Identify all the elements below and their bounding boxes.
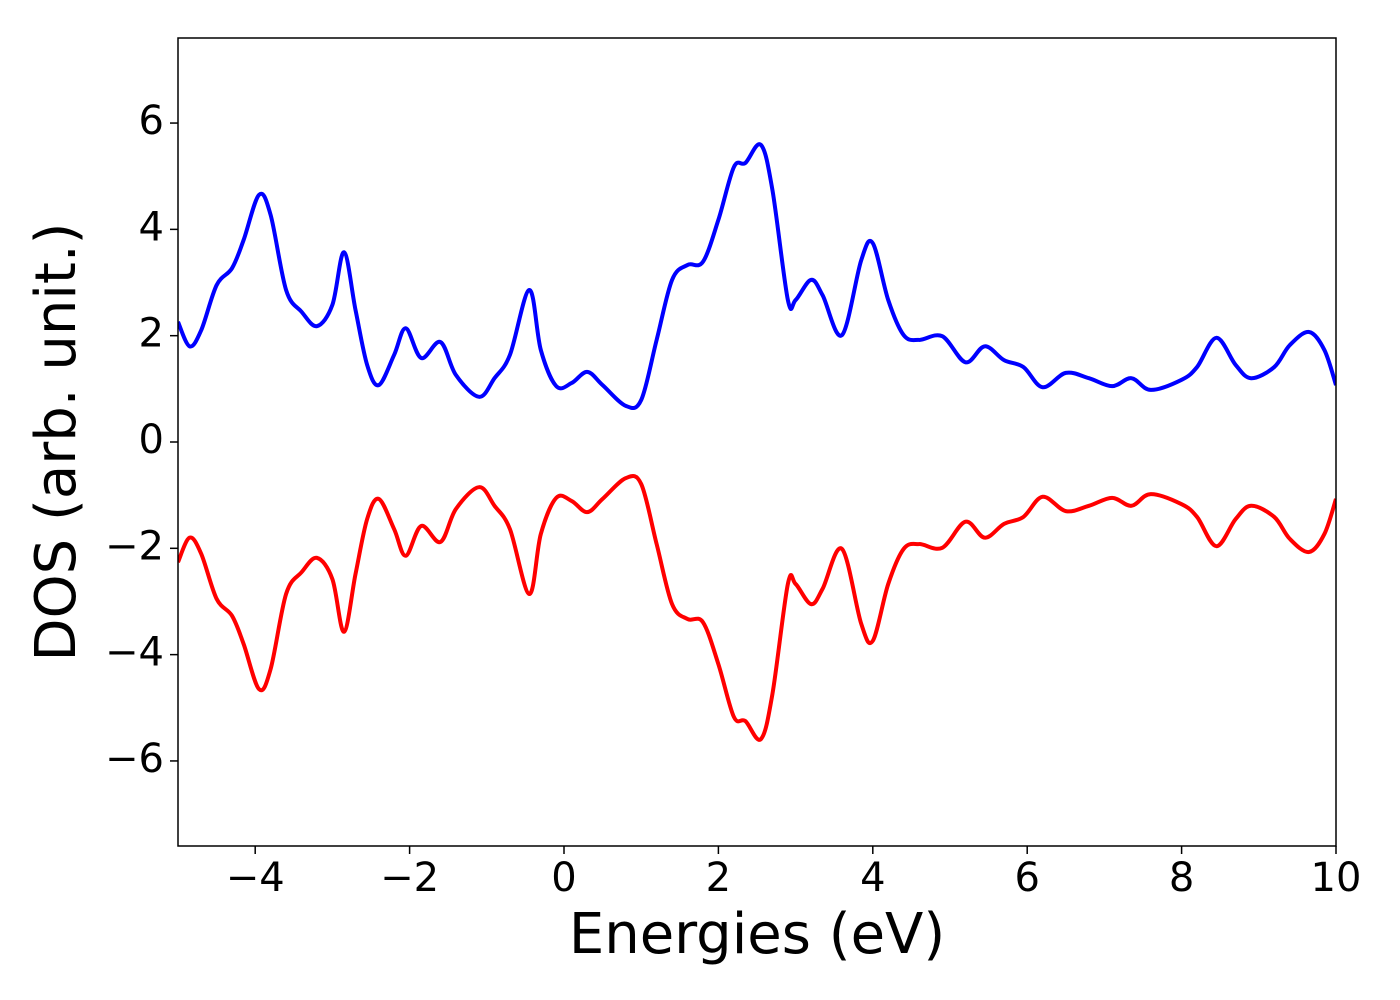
x-tick-label: 8: [1169, 855, 1194, 901]
x-tick-label: 0: [551, 855, 576, 901]
x-tick-label: 4: [860, 855, 885, 901]
series-line: [178, 474, 1336, 742]
x-axis-label: Energies (eV): [569, 902, 945, 967]
x-tick-label: 10: [1311, 855, 1362, 901]
y-tick-label: −6: [105, 736, 164, 782]
x-tick-label: 6: [1014, 855, 1039, 901]
series-line: [178, 142, 1336, 410]
y-tick-label: 6: [139, 98, 164, 144]
x-tick-label: −2: [380, 855, 439, 901]
y-tick-label: 0: [139, 417, 164, 463]
x-tick-label: 2: [706, 855, 731, 901]
y-tick-label: −4: [105, 630, 164, 676]
y-tick-label: −2: [105, 523, 164, 569]
y-axis-label: DOS (arb. unit.): [24, 222, 89, 661]
x-tick-label: −4: [226, 855, 285, 901]
y-tick-label: 4: [139, 204, 164, 250]
y-tick-label: 2: [139, 311, 164, 357]
plot-frame: [177, 37, 1337, 847]
